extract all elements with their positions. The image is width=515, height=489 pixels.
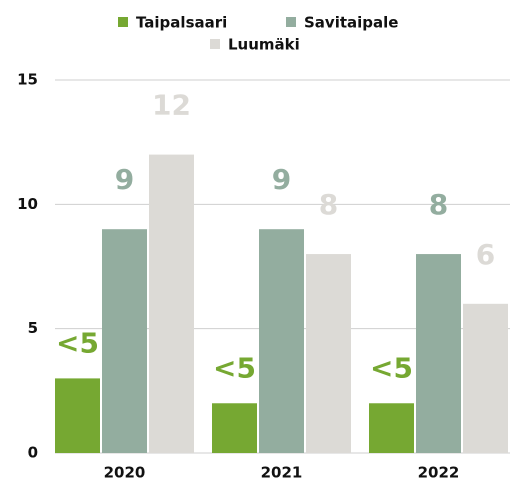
data-label: 12	[152, 89, 191, 122]
x-tick-label: 2022	[418, 464, 460, 482]
bar	[463, 303, 508, 453]
legend-label: Luumäki	[228, 36, 300, 54]
data-label: 8	[429, 188, 448, 221]
bar	[55, 378, 100, 453]
legend-label: Savitaipale	[304, 14, 398, 32]
bar	[212, 403, 257, 453]
y-tick-label: 10	[17, 195, 38, 213]
bar	[416, 254, 461, 453]
data-label: <5	[370, 351, 413, 384]
data-label: 9	[115, 163, 134, 196]
legend-swatch	[286, 17, 296, 27]
data-label: 8	[319, 188, 338, 221]
bar	[149, 154, 194, 453]
data-label: 6	[476, 238, 495, 271]
bar	[102, 229, 147, 453]
data-label: <5	[213, 351, 256, 384]
bar	[306, 254, 351, 453]
legend-label: Taipalsaari	[136, 14, 227, 32]
x-tick-label: 2021	[261, 464, 303, 482]
y-tick-label: 5	[28, 319, 38, 337]
y-tick-label: 0	[28, 444, 38, 462]
y-tick-label: 15	[17, 71, 38, 89]
bar	[259, 229, 304, 453]
bar	[369, 403, 414, 453]
x-tick-label: 2020	[104, 464, 146, 482]
legend-swatch	[210, 39, 220, 49]
data-label: 9	[272, 163, 291, 196]
data-label: <5	[56, 326, 99, 359]
legend-swatch	[118, 17, 128, 27]
